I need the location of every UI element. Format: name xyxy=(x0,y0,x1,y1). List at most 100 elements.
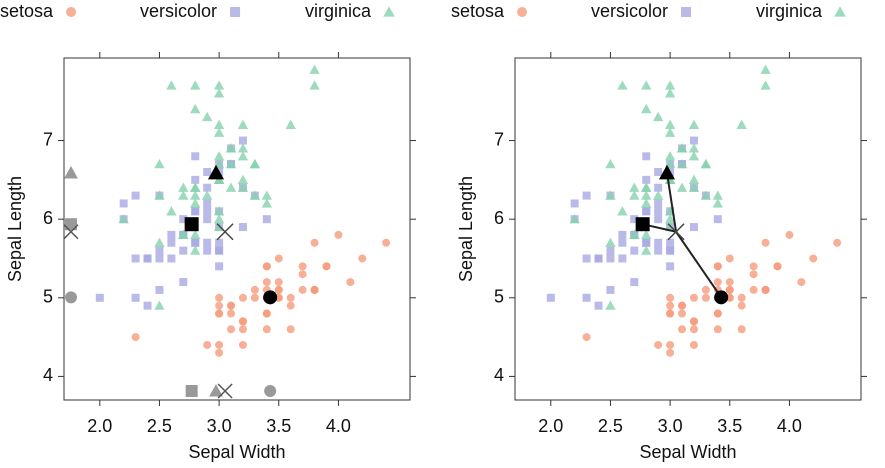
point xyxy=(641,103,652,114)
connection-line xyxy=(675,231,722,298)
point xyxy=(298,270,307,279)
point xyxy=(725,278,734,287)
x-tick-label: 2.0 xyxy=(87,416,112,436)
point xyxy=(689,317,698,326)
point xyxy=(190,245,201,255)
point xyxy=(797,278,806,287)
point xyxy=(760,64,771,74)
point xyxy=(688,151,700,161)
point xyxy=(203,238,212,247)
legend-marker xyxy=(66,7,77,17)
legend-label: setosa xyxy=(451,1,505,21)
point xyxy=(213,206,225,216)
point xyxy=(760,80,771,90)
point xyxy=(630,215,639,224)
point xyxy=(310,238,319,247)
point xyxy=(641,190,652,200)
point xyxy=(713,325,722,334)
point xyxy=(238,340,247,349)
x-tick-label: 2.5 xyxy=(598,416,623,436)
point xyxy=(274,278,283,287)
point xyxy=(250,293,259,302)
point xyxy=(154,300,165,310)
point xyxy=(664,119,676,129)
point xyxy=(285,119,296,129)
point xyxy=(249,190,261,200)
legend-label: versicolor xyxy=(591,1,668,21)
point xyxy=(642,207,651,216)
point xyxy=(678,309,687,318)
legend-label: versicolor xyxy=(140,1,217,21)
point xyxy=(629,229,640,240)
point xyxy=(606,246,615,255)
point xyxy=(773,262,782,271)
point xyxy=(262,325,271,334)
query-projection-x xyxy=(217,383,233,399)
point xyxy=(227,325,236,334)
point xyxy=(749,270,758,279)
point xyxy=(654,168,663,176)
centroid xyxy=(714,290,729,305)
point xyxy=(582,333,591,342)
point xyxy=(131,333,140,342)
point xyxy=(191,152,200,161)
point xyxy=(605,190,616,200)
point xyxy=(761,238,770,247)
point xyxy=(594,254,603,263)
legend-marker xyxy=(834,6,846,17)
x-tick-label: 3.0 xyxy=(658,416,683,436)
point xyxy=(654,246,663,255)
point xyxy=(713,309,722,318)
point xyxy=(666,293,675,302)
point xyxy=(215,262,224,271)
point xyxy=(190,190,201,200)
point xyxy=(201,111,213,122)
point xyxy=(652,111,664,122)
x-tick-label: 2.5 xyxy=(147,416,172,436)
point xyxy=(688,119,700,129)
point xyxy=(274,254,283,263)
point xyxy=(641,80,652,90)
point xyxy=(676,182,688,192)
point xyxy=(262,262,271,271)
point xyxy=(190,80,201,90)
point xyxy=(179,278,188,287)
point xyxy=(179,215,188,224)
point xyxy=(689,293,698,302)
point xyxy=(654,199,663,208)
connection-line xyxy=(666,172,678,232)
point xyxy=(678,325,687,334)
point xyxy=(191,175,200,184)
point xyxy=(237,174,249,185)
point xyxy=(736,119,747,129)
point xyxy=(191,207,200,216)
y-tick-label: 4 xyxy=(43,365,53,385)
point xyxy=(664,127,676,137)
point xyxy=(155,246,164,255)
y-tick-label: 6 xyxy=(494,208,504,228)
point xyxy=(666,348,675,357)
point xyxy=(713,262,722,271)
point xyxy=(630,246,639,255)
point xyxy=(689,223,698,232)
point xyxy=(641,182,652,192)
legend-label: virginica xyxy=(305,1,372,21)
point xyxy=(713,278,722,287)
point xyxy=(95,293,104,302)
point xyxy=(190,198,201,208)
point xyxy=(833,238,842,247)
point xyxy=(119,199,128,208)
legend-label: setosa xyxy=(0,1,54,21)
point xyxy=(238,136,247,145)
point xyxy=(167,238,176,247)
point xyxy=(688,182,700,192)
point xyxy=(785,230,794,239)
point xyxy=(166,80,177,90)
point xyxy=(237,151,249,161)
point xyxy=(203,215,212,224)
point xyxy=(725,285,734,294)
legend-label: virginica xyxy=(756,1,823,21)
legend-marker xyxy=(383,6,395,17)
plot-frame xyxy=(514,57,862,401)
